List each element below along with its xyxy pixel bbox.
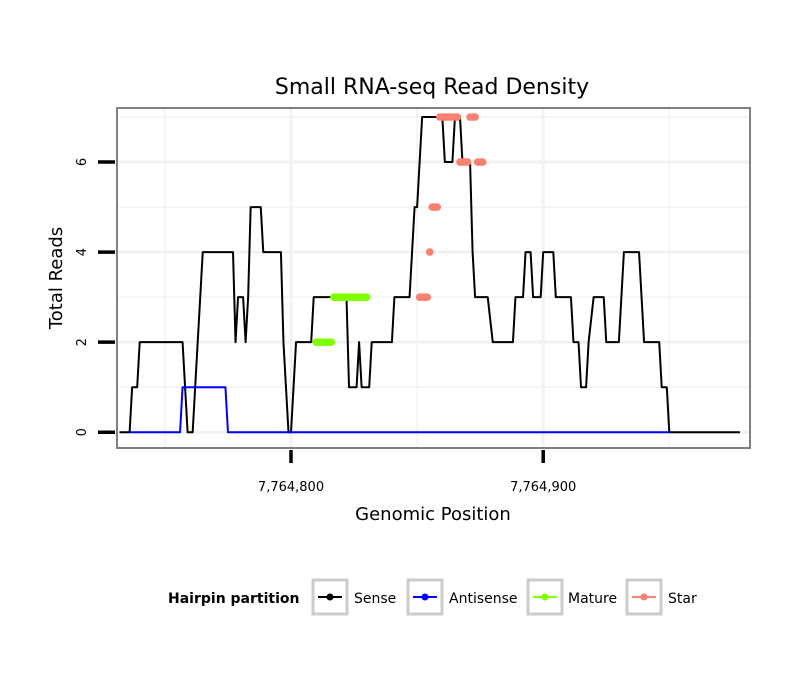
series-point-star (478, 158, 487, 166)
series-point-star (453, 113, 462, 121)
series-point-star (471, 113, 479, 121)
x-tick-label: 7,764,900 (510, 480, 576, 495)
x-tick-label: 7,764,800 (258, 480, 324, 495)
series-point-star (463, 158, 472, 166)
chart-title: Small RNA-seq Read Density (275, 75, 589, 100)
legend-label-mature: Mature (568, 591, 617, 607)
legend-label-antisense: Antisense (449, 591, 518, 607)
plot-panel (117, 108, 750, 448)
legend-key-point-antisense (421, 593, 429, 601)
series-group (119, 113, 740, 434)
series-line-sense (119, 116, 740, 434)
series-point-star (423, 293, 431, 301)
y-tick-label: 4 (75, 248, 90, 256)
x-axis-title: Genomic Position (355, 504, 511, 525)
x-axis: 7,764,800 7,764,900 (258, 450, 576, 495)
legend-label-star: Star (668, 591, 697, 607)
plot-border (116, 107, 751, 449)
series-point-mature (362, 293, 371, 301)
legend: Hairpin partition Sense Antisense Mature St… (168, 578, 697, 616)
y-tick-label: 2 (75, 338, 90, 346)
legend-key-point-mature (541, 593, 549, 601)
y-axis: 0 2 4 6 (75, 158, 115, 436)
series-point-star (425, 248, 434, 256)
series-point-mature (327, 338, 336, 346)
y-tick-label: 6 (75, 158, 90, 166)
legend-label-sense: Sense (354, 591, 396, 607)
legend-title: Hairpin partition (168, 591, 299, 607)
series-point-star (433, 203, 442, 211)
legend-key-point-sense (326, 593, 334, 601)
legend-key-point-star (640, 593, 648, 601)
series-line-antisense (129, 386, 670, 434)
y-axis-title: Total Reads (46, 227, 67, 330)
y-tick-label: 0 (75, 428, 90, 436)
